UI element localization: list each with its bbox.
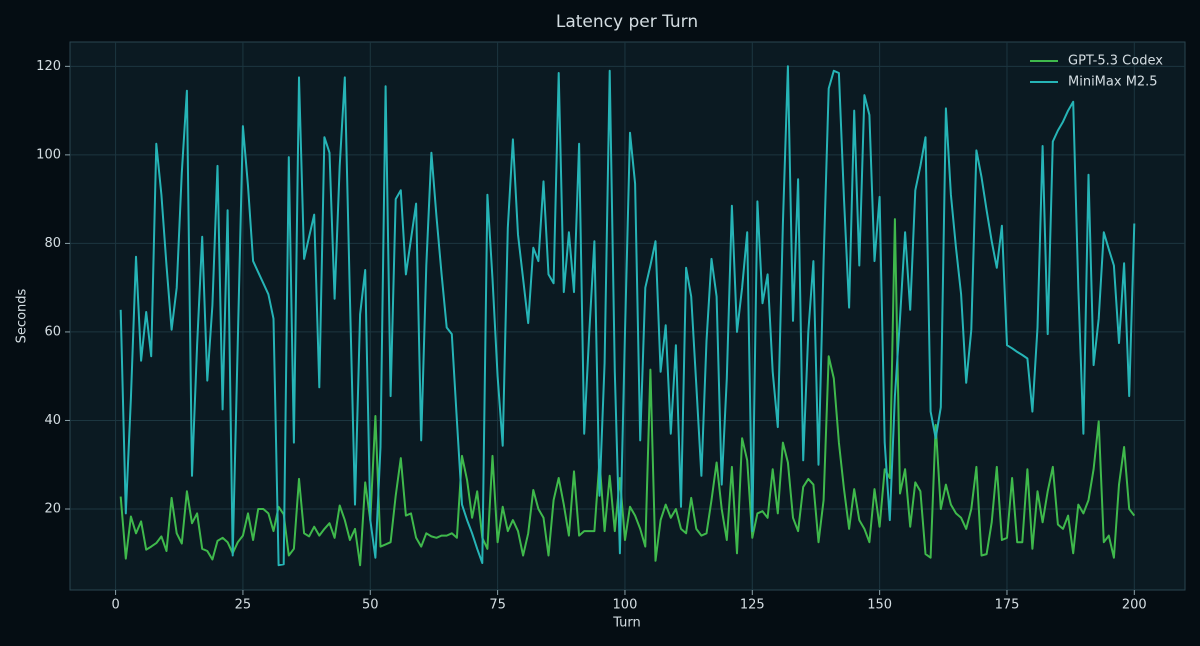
y-tick-label: 100 [36,147,61,162]
y-tick-label: 80 [44,236,61,251]
legend-label: GPT-5.3 Codex [1068,54,1163,69]
x-tick-label: 125 [740,598,765,613]
chart-title: Latency per Turn [556,12,698,32]
x-tick-label: 0 [111,598,119,613]
y-tick-label: 40 [44,413,61,428]
legend-label: MiniMax M2.5 [1068,75,1158,90]
data-line [119,65,1136,567]
x-tick-label: 75 [489,598,506,613]
x-axis-label: Turn [612,616,641,631]
y-tick-label: 120 [36,59,61,74]
x-tick-label: 175 [995,598,1020,613]
plot-area [69,41,1186,591]
y-tick-label: 20 [44,501,61,516]
x-tick-label: 25 [235,598,252,613]
x-tick-label: 50 [362,598,379,613]
y-axis-label: Seconds [15,288,30,343]
x-tick-label: 200 [1122,598,1147,613]
x-tick-label: 150 [867,598,892,613]
data-line [119,218,1136,567]
y-tick-label: 60 [44,324,61,339]
x-tick-label: 100 [613,598,638,613]
